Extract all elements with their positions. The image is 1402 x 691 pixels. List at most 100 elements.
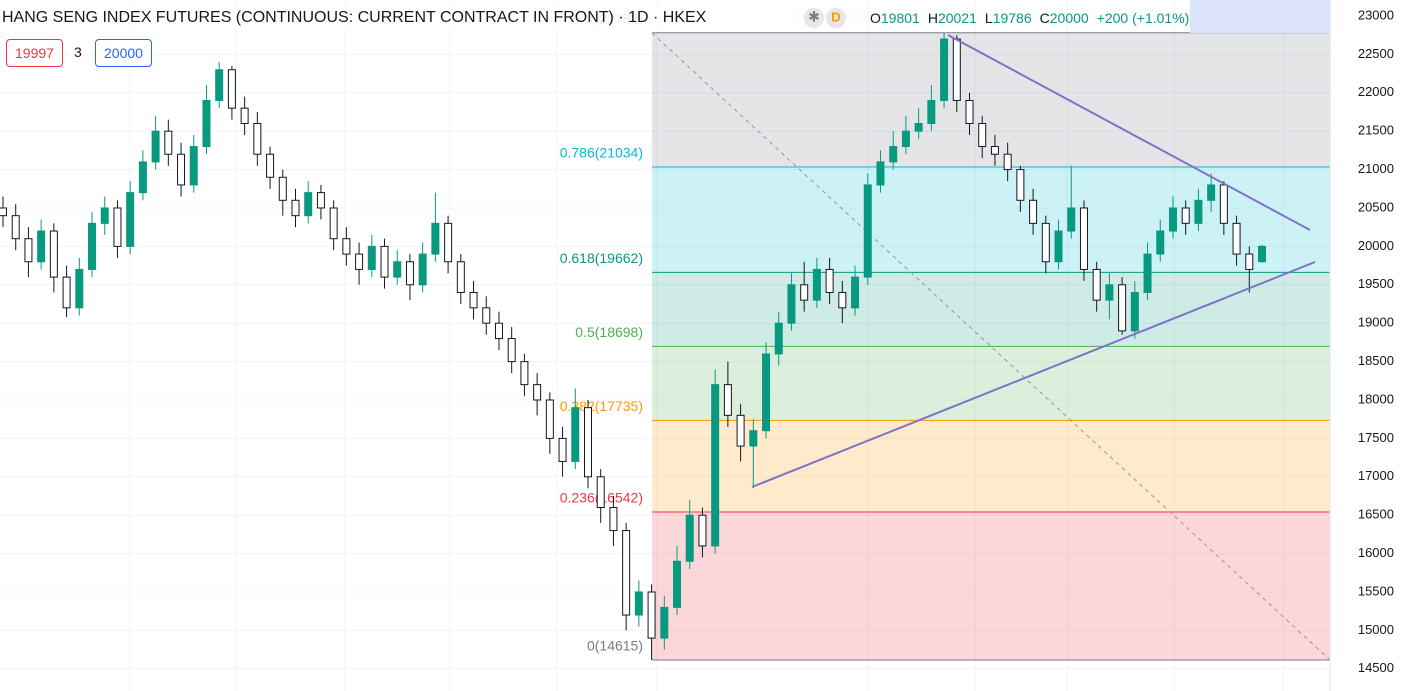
candle-body: [927, 99, 936, 124]
y-tick-label: 18500: [1358, 353, 1394, 368]
y-tick-label: 21500: [1358, 123, 1394, 138]
candle-body: [113, 207, 122, 247]
candle-body: [329, 207, 338, 240]
candle-body: [75, 268, 84, 309]
candle-body: [49, 230, 58, 278]
candle-body: [533, 384, 542, 401]
candles: [0, 32, 1266, 660]
candle-body: [545, 399, 554, 439]
candle-body: [1143, 253, 1152, 293]
icon: [826, 8, 846, 28]
fib-label: 0.618(19662): [560, 250, 643, 266]
candle-body: [558, 437, 567, 462]
fib-label: 0.382(17735): [560, 398, 643, 414]
fib-zone: [652, 166, 1330, 273]
legend-value: 20021: [938, 10, 977, 26]
legend-label: H: [928, 10, 938, 26]
y-axis: 14500 15000 15500 16000 16500 17000 17500 18000…: [1358, 7, 1394, 675]
y-tick-label: 20500: [1358, 199, 1394, 214]
candle-body: [431, 222, 440, 255]
spread: 3: [70, 39, 86, 65]
legend-change: +200 (+1.01%): [1097, 10, 1190, 26]
candle-body: [62, 276, 71, 309]
candle-body: [1181, 207, 1190, 224]
candle-body: [227, 69, 236, 109]
candle-body: [952, 38, 961, 101]
candle-body: [1194, 199, 1203, 224]
candle-body: [405, 261, 414, 286]
buy-button[interactable]: 20000: [95, 39, 152, 67]
candle-body: [723, 384, 732, 416]
trend-line: [947, 34, 1311, 231]
candle-body: [177, 153, 186, 186]
y-tick-label: 15000: [1358, 622, 1394, 637]
fib-zone: [652, 272, 1330, 347]
candle-body: [965, 99, 974, 124]
candle-body: [1016, 169, 1025, 201]
candle-body: [1079, 207, 1088, 270]
legend-value: 19801: [881, 10, 920, 26]
legend-value: 19786: [993, 10, 1032, 26]
candle-body: [749, 430, 758, 447]
candle-body: [1041, 222, 1050, 263]
fib-label: 0.5(18698): [575, 324, 643, 340]
candle-body: [787, 284, 796, 324]
candle-body: [851, 276, 860, 309]
candle-body: [1118, 284, 1127, 332]
candle-body: [444, 222, 453, 263]
candle-body: [1130, 291, 1139, 332]
candle-body: [1003, 153, 1012, 171]
candle-body: [1245, 253, 1254, 270]
candle-body: [355, 253, 364, 270]
legend-label: C: [1040, 10, 1050, 26]
candle-body: [838, 291, 847, 309]
y-tick-label: 17500: [1358, 430, 1394, 445]
candle-body: [266, 153, 275, 178]
legend-value: 20000: [1050, 10, 1089, 26]
candle-body: [1219, 184, 1228, 224]
fib-label: 0(14615): [587, 638, 643, 654]
candle-body: [1029, 199, 1038, 224]
candle-body: [698, 514, 707, 547]
y-tick-label: 22000: [1358, 84, 1394, 99]
fib-zone: [652, 420, 1330, 512]
candle-body: [11, 215, 20, 240]
fib-trend-line: [651, 32, 1331, 661]
sell-button[interactable]: 19997: [6, 39, 63, 67]
y-tick-label: 19500: [1358, 276, 1394, 291]
ohlc-legend: O19801 H20021 L19786 C20000 +200 (+1.01%): [870, 10, 1189, 26]
candle-body: [482, 307, 491, 324]
y-tick-label: 17000: [1358, 468, 1394, 483]
legend-label: O: [870, 10, 881, 26]
candle-body: [418, 253, 427, 286]
candle-body: [1258, 245, 1266, 263]
candle-body: [291, 199, 300, 217]
candle-body: [1168, 207, 1177, 232]
candle-body: [673, 560, 682, 608]
candle-body: [24, 238, 33, 263]
candle-body: [37, 230, 46, 263]
candle-body: [863, 184, 872, 278]
candle-body: [494, 322, 503, 340]
candle-body: [596, 476, 605, 509]
candle-body: [685, 514, 694, 562]
candle-body: [1054, 230, 1063, 263]
candle-body: [316, 192, 325, 209]
highlight: [1190, 0, 1330, 33]
candle-body: [393, 261, 402, 278]
candle-body: [914, 122, 923, 132]
candle-body: [100, 207, 109, 224]
candle-body: [304, 192, 313, 217]
candle-body: [1105, 284, 1114, 301]
candle-body: [1207, 184, 1216, 201]
fib-zone: [652, 511, 1330, 660]
price-axis: [1330, 0, 1402, 691]
y-tick-label: 16000: [1358, 545, 1394, 560]
candle-body: [647, 591, 656, 639]
candle-body: [367, 245, 376, 270]
candle-body: [978, 122, 987, 148]
candle-body: [151, 130, 160, 163]
candle-body: [1092, 268, 1101, 301]
candle-body: [202, 99, 211, 148]
candle-body: [215, 69, 224, 101]
